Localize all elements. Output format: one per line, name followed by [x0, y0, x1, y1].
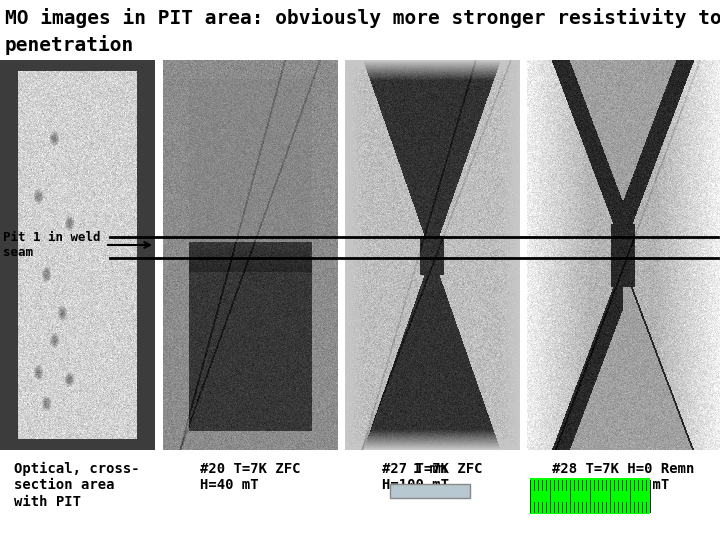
Text: Optical, cross-
section area
with PIT: Optical, cross- section area with PIT [14, 462, 140, 509]
Text: penetration: penetration [5, 35, 134, 55]
Text: #27 T=7K ZFC
H=100 mT: #27 T=7K ZFC H=100 mT [382, 462, 482, 492]
Text: 1 mm: 1 mm [413, 462, 446, 476]
Text: Pit 1 in weld
seam: Pit 1 in weld seam [3, 231, 101, 259]
Bar [530, 478, 650, 514]
Bar [390, 484, 470, 498]
Text: #20 T=7K ZFC
H=40 mT: #20 T=7K ZFC H=40 mT [199, 462, 300, 492]
Text: MO images in PIT area: obviously more stronger resistivity to flux: MO images in PIT area: obviously more st… [5, 8, 720, 28]
Text: #28 T=7K H=0 Remn
after H=100 mT: #28 T=7K H=0 Remn after H=100 mT [552, 462, 694, 492]
